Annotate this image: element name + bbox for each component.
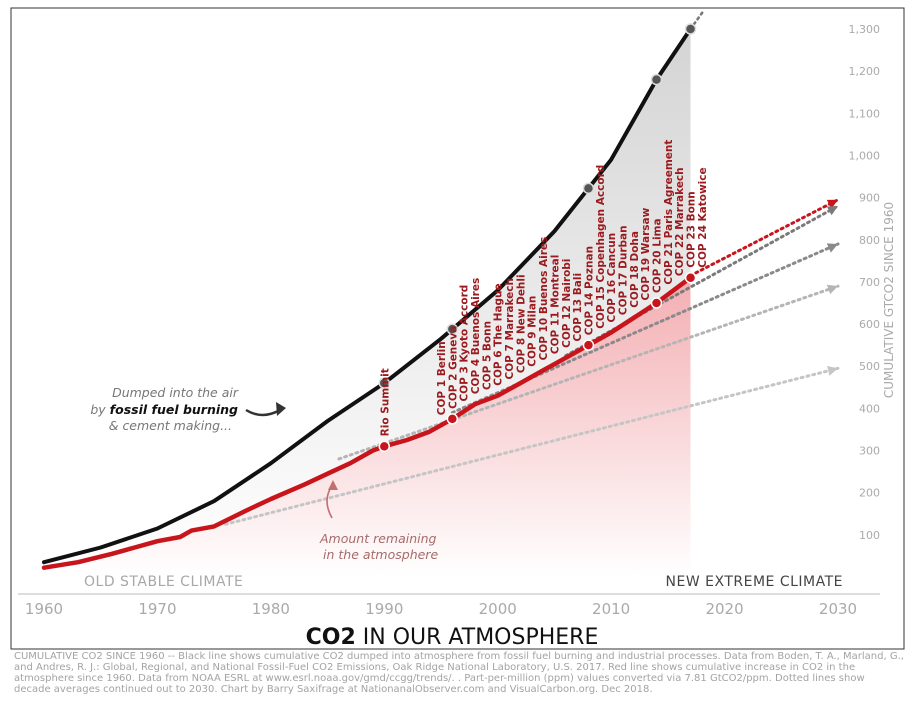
cop-label-2017: COP 23 Bonn	[686, 191, 698, 267]
chart-title-rest: IN OUR ATMOSPHERE	[356, 625, 599, 650]
projection-arrowhead-5	[827, 366, 838, 376]
cop-label-2004: COP 10 Buenos Aires	[538, 237, 550, 361]
y-tick-label-1300: 1,300	[849, 23, 881, 36]
remaining-annotation-line2: in the atmosphere	[323, 547, 438, 562]
x-axis-ticks: 1960 1970 1980 1990 2000 2010 2020 2030	[25, 600, 857, 618]
y-tick-label-500: 500	[859, 360, 880, 373]
y-tick-label-400: 400	[859, 402, 880, 415]
fossil-marker-2017	[684, 23, 697, 35]
y-tick-label-1000: 1,000	[849, 149, 881, 162]
atmosphere-marker-1990	[378, 440, 391, 453]
cop-labels: Rio Summit COP 1 Berlin COP 2 Geneva COP 3 …	[379, 140, 709, 437]
projection-arrowhead-4	[826, 284, 838, 295]
cop-label-2011: COP 17 Durban	[618, 225, 630, 315]
plot-frame	[10, 7, 905, 650]
projection-line-4	[337, 284, 840, 461]
cop-label-2013: COP 19 Warsaw	[640, 207, 652, 300]
y-tick-label-1200: 1,200	[849, 65, 881, 78]
y-tick-label-1100: 1,100	[849, 107, 881, 120]
fossil-annotation-line1: Dumped into the air	[112, 385, 239, 400]
projection-arrowhead-3	[826, 243, 838, 253]
area-layer	[44, 29, 691, 577]
fossil-projection-line	[689, 8, 706, 31]
marker-layer	[378, 23, 697, 453]
fossil-marker-2014	[650, 73, 663, 86]
cop-label-2015: COP 21 Paris Agreement	[663, 140, 675, 285]
fossil-annotation-arrow	[245, 408, 281, 417]
cop-label-1997: COP 3 Kyoto Accord	[459, 285, 471, 402]
projection-arrowhead-2	[826, 206, 838, 216]
cop-label-1998: COP 4 Buenos Aires	[470, 278, 482, 394]
y-tick-label-800: 800	[859, 234, 880, 247]
atmosphere-marker-2014	[650, 297, 663, 309]
cop-label-2010: COP 16 Cancun	[606, 233, 618, 323]
y-axis-label: CUMULATIVE GTCO2 SINCE 1960	[882, 202, 896, 398]
cop-label-2012: COP 18 Doha	[629, 231, 641, 308]
cop-label-1999: COP 5 Bonn	[481, 321, 493, 390]
new-extreme-climate-label: NEW EXTREME CLIMATE	[666, 574, 843, 590]
cop-label-2001: COP 7 Marrakech	[504, 278, 516, 379]
cop-label-1996: COP 2 Geneva	[447, 326, 459, 409]
remaining-annotation-arrowhead	[328, 480, 338, 490]
fossil-fill-area	[44, 29, 691, 568]
cop-label-1990: Rio Summit	[379, 368, 391, 436]
x-tick-label-1980: 1980	[252, 600, 290, 618]
fossil-annotation-line3: & cement making...	[109, 418, 232, 433]
y-axis-ticks: 100 200 300 400 500 600 700 800 900 1,000 1,100 1,2…	[849, 23, 881, 542]
fossil-annotation-emphasis: fossil fuel burning	[110, 402, 238, 417]
projection-line-2	[564, 204, 840, 358]
x-tick-label-1960: 1960	[25, 600, 63, 618]
fossil-annotation-arrowhead	[276, 402, 286, 416]
fossil-marker-2008	[582, 182, 595, 195]
y-tick-label-200: 200	[859, 487, 880, 500]
cop-label-2006: COP 12 Nairobi	[561, 259, 573, 348]
cop-label-2002: COP 8 New Dehli	[515, 274, 527, 373]
x-tick-label-2030: 2030	[819, 600, 857, 618]
x-tick-label-2010: 2010	[592, 600, 630, 618]
cop-label-2003: COP 9 Milan	[527, 296, 539, 367]
x-tick-label-1970: 1970	[138, 600, 176, 618]
chart-title-bold: CO2	[306, 625, 356, 650]
cop-label-2008: COP 14 Poznan	[583, 246, 595, 335]
x-tick-label-2000: 2000	[479, 600, 517, 618]
x-tick-label-2020: 2020	[705, 600, 743, 618]
atmosphere-marker-1996	[446, 413, 459, 425]
projection-arrowhead-1	[826, 199, 838, 209]
cop-label-2007: COP 13 Bali	[572, 273, 584, 342]
atmosphere-marker-2008	[582, 339, 595, 351]
y-tick-label-700: 700	[859, 276, 880, 289]
cop-label-2014: COP 20 Lima	[652, 218, 664, 293]
cop-label-2016: COP 22 Marrakech	[674, 167, 686, 276]
projection-line-1	[689, 198, 840, 278]
fossil-marker-1990	[378, 377, 391, 389]
y-tick-label-100: 100	[859, 529, 880, 542]
y-tick-label-600: 600	[859, 318, 880, 331]
y-tick-label-900: 900	[859, 192, 880, 205]
chart-title: CO2 IN OUR ATMOSPHERE	[306, 625, 599, 650]
remaining-annotation-line1: Amount remaining	[319, 531, 437, 546]
y-tick-label-300: 300	[859, 445, 880, 458]
cop-label-2000: COP 6 The Hague	[493, 283, 505, 385]
cop-label-1995: COP 1 Berlin	[436, 341, 448, 415]
fossil-annotation-line2: by fossil fuel burning	[90, 402, 238, 417]
fossil-marker-1996	[446, 323, 459, 335]
projection-line-3	[450, 242, 840, 415]
old-stable-climate-label: OLD STABLE CLIMATE	[84, 574, 243, 590]
cop-label-2009: COP 15 Copenhagen Accord	[595, 165, 607, 329]
atmosphere-marker-2017	[684, 271, 697, 284]
x-tick-label-1990: 1990	[365, 600, 403, 618]
atmosphere-fill-area	[44, 277, 691, 577]
cop-label-2018: COP 24 Katowice	[697, 167, 709, 267]
cop-label-2005: COP 11 Montreal	[549, 255, 561, 354]
chart-caption: CUMULATIVE CO2 SINCE 1960 -- Black line …	[14, 651, 904, 695]
